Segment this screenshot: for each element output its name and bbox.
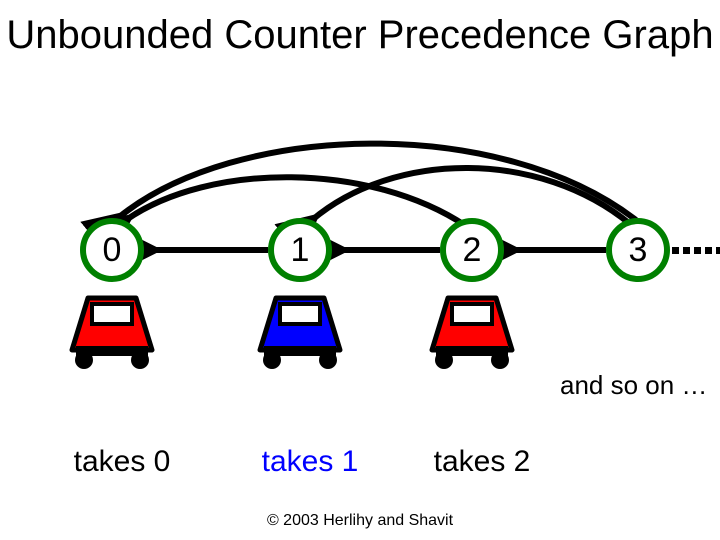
node-2: 2 — [440, 218, 504, 282]
robot-1 — [250, 290, 350, 375]
node-0: 0 — [80, 218, 144, 282]
slide: Unbounded Counter Precedence Graph 0123 — [0, 0, 720, 540]
node-1: 1 — [268, 218, 332, 282]
diagram-stage: 0123 takes 0takes 1takes 2 — [0, 0, 720, 540]
robot-0 — [62, 290, 162, 375]
robot-2 — [422, 290, 522, 375]
node-3: 3 — [606, 218, 670, 282]
